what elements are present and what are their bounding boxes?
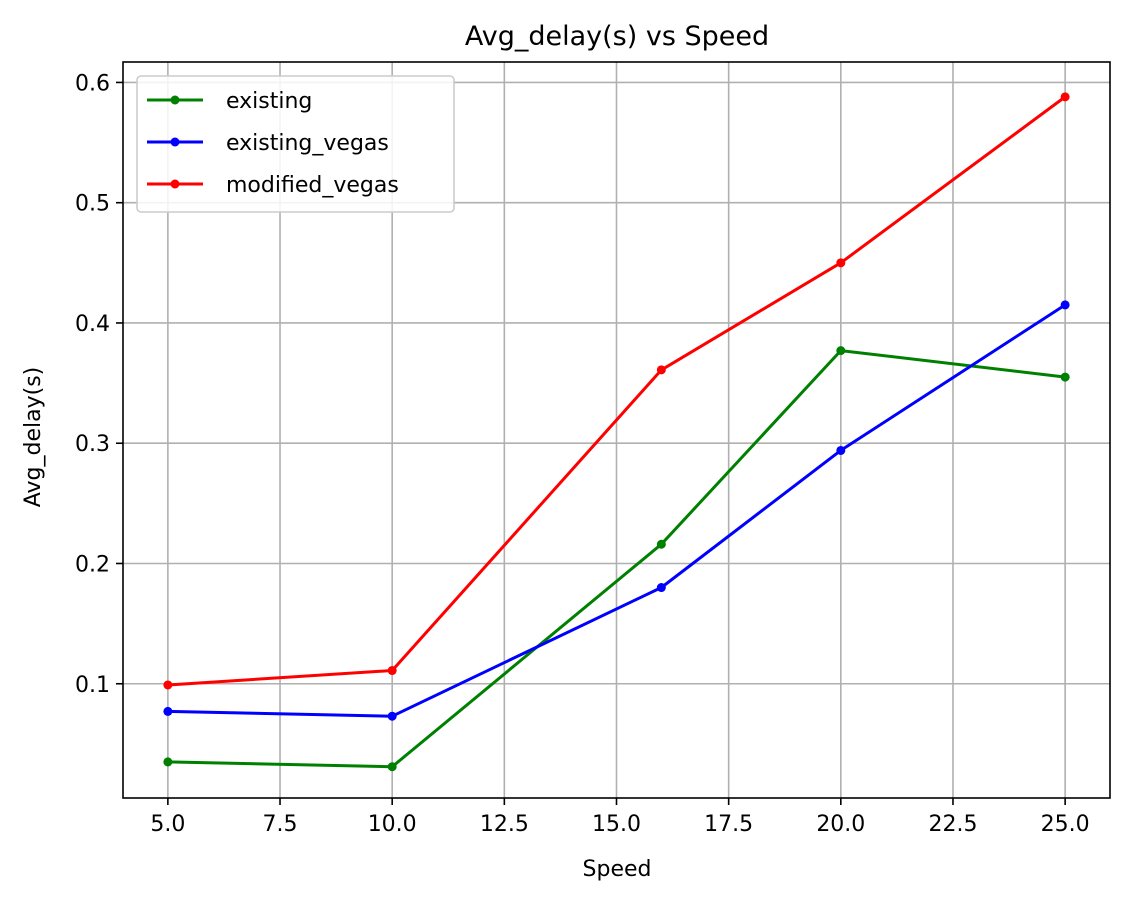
chart-title: Avg_delay(s) vs Speed (465, 21, 769, 52)
y-tick-label: 0.4 (75, 312, 110, 337)
y-axis-label: Avg_delay(s) (21, 367, 46, 508)
series-lines (163, 92, 1070, 772)
grid-lines (123, 62, 1110, 798)
x-tick-label: 5.0 (150, 812, 185, 837)
y-axis-ticks: 0.1 0.2 0.3 0.4 0.5 0.6 (75, 71, 123, 698)
data-point (163, 680, 173, 690)
legend-marker (170, 95, 180, 105)
data-point (387, 666, 397, 676)
data-point (387, 762, 397, 772)
series-existing-vegas (163, 300, 1070, 721)
legend: existing existing_vegas modified_vegas (136, 75, 455, 213)
data-point (163, 706, 173, 716)
data-point (1060, 300, 1070, 310)
data-point (836, 346, 846, 356)
x-axis-ticks: 5.0 7.5 10.0 12.5 15.0 17.5 20.0 22.5 25.0 (150, 798, 1090, 837)
data-point (1060, 92, 1070, 102)
x-tick-label: 12.5 (480, 812, 529, 837)
legend-label: existing_vegas (226, 131, 389, 156)
data-point (656, 365, 666, 375)
x-tick-label: 25.0 (1041, 812, 1090, 837)
x-tick-label: 7.5 (263, 812, 298, 837)
y-tick-label: 0.3 (75, 432, 110, 457)
y-tick-label: 0.2 (75, 552, 110, 577)
x-tick-label: 22.5 (928, 812, 977, 837)
legend-marker (170, 137, 180, 147)
x-tick-label: 15.0 (592, 812, 641, 837)
y-tick-label: 0.6 (75, 71, 110, 96)
legend-item: existing (147, 89, 312, 114)
y-tick-label: 0.5 (75, 192, 110, 217)
x-tick-label: 17.5 (704, 812, 753, 837)
data-point (836, 445, 846, 455)
data-point (1060, 372, 1070, 382)
data-point (836, 258, 846, 268)
legend-label: modified_vegas (226, 173, 399, 198)
legend-label: existing (226, 89, 312, 114)
legend-marker (170, 179, 180, 189)
legend-box (136, 75, 455, 213)
data-point (656, 539, 666, 549)
x-tick-label: 10.0 (368, 812, 417, 837)
x-tick-label: 20.0 (816, 812, 865, 837)
legend-item: modified_vegas (147, 173, 399, 198)
data-point (656, 583, 666, 593)
series-existing (163, 346, 1070, 772)
y-tick-label: 0.1 (75, 673, 110, 698)
legend-item: existing_vegas (147, 131, 389, 156)
data-point (163, 757, 173, 767)
x-axis-label: Speed (583, 857, 652, 882)
series-modified-vegas (163, 92, 1070, 690)
data-point (387, 711, 397, 721)
